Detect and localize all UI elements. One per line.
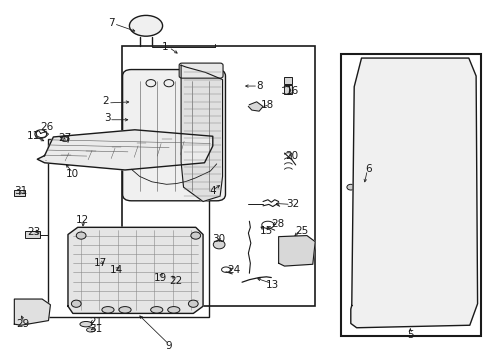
Text: 23: 23 [27, 227, 41, 237]
Polygon shape [181, 65, 222, 202]
Text: 2: 2 [102, 96, 109, 106]
FancyBboxPatch shape [122, 69, 225, 201]
Text: 24: 24 [227, 265, 240, 275]
Text: 8: 8 [255, 81, 262, 91]
FancyBboxPatch shape [360, 116, 462, 237]
Polygon shape [37, 130, 212, 170]
Text: 31: 31 [89, 324, 102, 334]
Text: 28: 28 [270, 219, 284, 229]
Text: 9: 9 [165, 341, 172, 351]
Text: 31: 31 [15, 186, 28, 197]
Text: 16: 16 [285, 86, 298, 96]
Text: 12: 12 [76, 215, 89, 225]
Text: 14: 14 [110, 265, 123, 275]
Text: 17: 17 [94, 258, 107, 268]
Ellipse shape [119, 307, 131, 313]
Text: 13: 13 [265, 280, 279, 290]
Ellipse shape [102, 307, 114, 313]
Circle shape [76, 232, 86, 239]
Ellipse shape [129, 15, 162, 36]
Circle shape [190, 232, 200, 239]
Text: 26: 26 [41, 122, 54, 132]
Ellipse shape [86, 328, 95, 332]
Text: 15: 15 [259, 226, 272, 236]
Text: 3: 3 [103, 113, 110, 123]
Text: 22: 22 [169, 276, 183, 286]
Ellipse shape [80, 321, 92, 327]
Text: 1: 1 [162, 42, 168, 52]
Text: 11: 11 [27, 131, 41, 141]
Bar [340, 54, 480, 336]
Text: 19: 19 [154, 273, 167, 283]
Text: 7: 7 [108, 18, 115, 28]
Text: 6: 6 [365, 164, 371, 174]
Text: 30: 30 [212, 234, 225, 244]
Ellipse shape [167, 307, 180, 313]
Bar [25, 231, 40, 238]
Text: 25: 25 [295, 226, 308, 236]
Polygon shape [350, 58, 477, 328]
Polygon shape [14, 299, 50, 325]
Bar [48, 139, 209, 317]
Text: 27: 27 [58, 133, 72, 143]
Text: 5: 5 [406, 330, 413, 340]
Text: 20: 20 [285, 150, 298, 161]
Bar [14, 190, 25, 196]
Text: 29: 29 [16, 319, 29, 329]
Polygon shape [248, 102, 263, 111]
Ellipse shape [150, 307, 163, 313]
Text: 32: 32 [285, 199, 298, 210]
Text: 21: 21 [89, 317, 102, 327]
Circle shape [213, 240, 224, 249]
Circle shape [71, 300, 81, 307]
Polygon shape [68, 227, 203, 314]
Circle shape [346, 184, 354, 190]
Bar [283, 77, 292, 84]
Circle shape [188, 300, 198, 307]
Bar [122, 45, 315, 306]
Polygon shape [278, 235, 315, 266]
Text: 10: 10 [66, 168, 79, 179]
Bar [283, 85, 292, 94]
Text: 4: 4 [209, 186, 216, 196]
FancyBboxPatch shape [179, 63, 223, 78]
Text: 18: 18 [261, 100, 274, 110]
